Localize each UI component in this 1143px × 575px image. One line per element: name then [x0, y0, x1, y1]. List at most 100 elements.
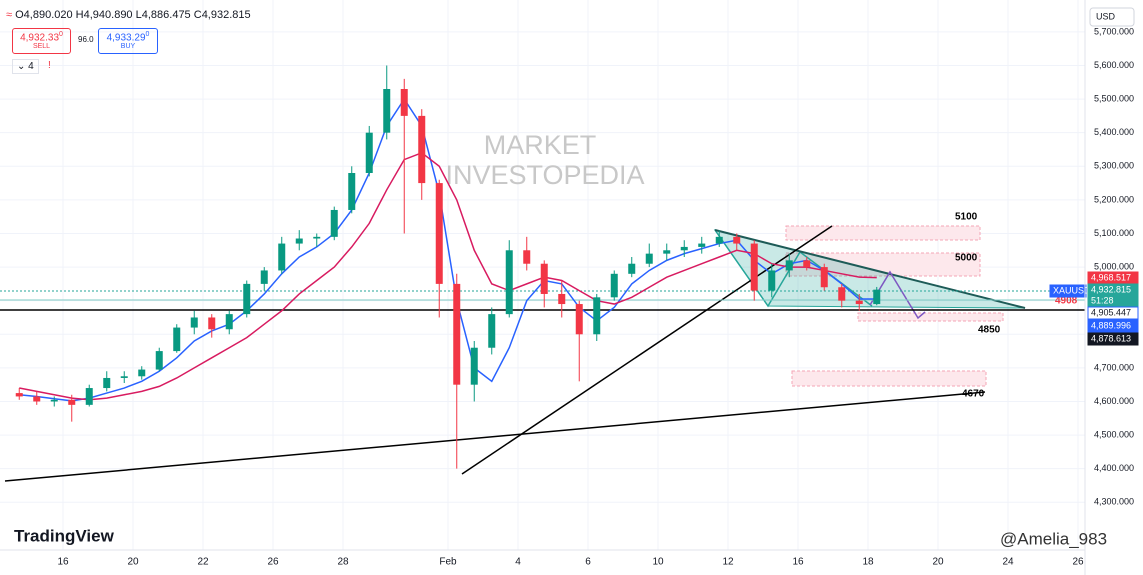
candle-body — [435, 183, 443, 284]
candle-body — [733, 236, 741, 244]
low: L4,886.475 — [135, 9, 191, 21]
candle-body — [838, 287, 846, 301]
y-tick-label: 5,700.000 — [1094, 26, 1134, 36]
candle-body — [190, 317, 198, 328]
candle-body — [348, 173, 356, 210]
candle-body — [855, 300, 863, 305]
y-tick-label: 4,700.000 — [1094, 362, 1134, 372]
zone — [857, 312, 1004, 322]
spread: 96.0 — [78, 35, 94, 44]
price-tag: 4,878.613 — [1091, 333, 1131, 343]
drawings — [0, 225, 1085, 482]
price-tag: 4,932.815 — [1091, 284, 1131, 294]
candle-body — [295, 238, 303, 244]
open: O4,890.020 — [15, 9, 73, 21]
y-tick-label: 4,400.000 — [1094, 463, 1134, 473]
candle-body — [663, 250, 671, 254]
candle-body — [33, 396, 41, 402]
candle-body — [523, 250, 531, 264]
candle-body — [173, 327, 181, 352]
y-tick-label: 5,300.000 — [1094, 161, 1134, 171]
candle-body — [628, 263, 636, 274]
candle-body — [208, 317, 216, 330]
price-tag: XAUUSD — [1053, 285, 1091, 295]
buy-button[interactable]: 4,933.290 BUY — [98, 28, 158, 54]
y-tick-label: 5,200.000 — [1094, 194, 1134, 204]
candle-body — [505, 250, 513, 315]
buy-sup: 0 — [145, 31, 150, 38]
price-tag-bg — [1087, 332, 1139, 346]
sell-label: SELL — [32, 43, 51, 51]
candle-body — [330, 209, 338, 237]
x-tick-label: 4 — [515, 557, 521, 568]
candle-body — [243, 283, 251, 315]
x-tick-label: 6 — [585, 557, 591, 568]
buy-label: BUY — [120, 43, 136, 51]
x-tick-label: 10 — [652, 557, 664, 568]
currency-box[interactable] — [1089, 7, 1135, 27]
sell-button[interactable]: 4,932.330 SELL — [12, 28, 71, 54]
alert-icon: ! — [48, 60, 51, 71]
candle-body — [138, 369, 146, 377]
candle-body — [610, 273, 618, 298]
close: C4,932.815 — [193, 9, 251, 21]
candle-body — [155, 351, 163, 370]
price-tag-bg — [1087, 319, 1139, 333]
candle-body — [488, 314, 496, 348]
x-tick-label: 18 — [862, 557, 874, 568]
x-tick-label: 24 — [1002, 557, 1014, 568]
y-tick-label: 4,300.000 — [1094, 497, 1134, 507]
trendline — [4, 391, 986, 482]
indicator-count: 4 — [28, 61, 34, 72]
x-tick-label: 20 — [127, 557, 139, 568]
candle-body — [120, 376, 128, 378]
watermark: INVESTOPEDIA — [445, 160, 644, 190]
candle-body — [803, 260, 811, 268]
branding: TradingView — [14, 526, 115, 545]
x-tick-label: 28 — [337, 557, 349, 568]
currency[interactable]: USD — [1096, 11, 1116, 21]
annotation: 5100 — [955, 212, 978, 223]
candle-body — [715, 236, 723, 244]
ohlc: ≈ O4,890.020 H4,940.890 L4,886.475 C4,93… — [6, 9, 251, 21]
watermark: MARKET — [484, 130, 597, 160]
price-tag-bg — [1049, 284, 1087, 298]
candle-body — [575, 304, 583, 335]
sell-sup: 0 — [59, 31, 63, 38]
price-tag: 51:28 — [1091, 295, 1114, 305]
price-tag-bg — [1087, 306, 1139, 320]
candle-body — [540, 263, 548, 294]
candle-body — [418, 115, 426, 184]
candle-body — [593, 297, 601, 335]
candle-body — [558, 293, 566, 305]
candle-body — [750, 243, 758, 291]
y-tick-label: 5,600.000 — [1094, 60, 1134, 70]
y-tick-label: 5,000.000 — [1094, 261, 1134, 271]
x-tick-label: 12 — [722, 557, 734, 568]
price-tag: 4,905.447 — [1091, 307, 1131, 317]
y-tick-label: 5,400.000 — [1094, 127, 1134, 137]
candle-body — [85, 388, 93, 405]
candle-body — [15, 393, 23, 397]
high: H4,940.890 — [75, 9, 133, 21]
candle-body — [470, 347, 478, 385]
x-tick-label: 26 — [267, 557, 279, 568]
candle-body — [768, 270, 776, 291]
candle-body — [698, 243, 706, 247]
candle-body — [68, 399, 76, 405]
candle-body — [873, 289, 881, 305]
x-tick-label: 26 — [1072, 557, 1084, 568]
x-tick-label: 16 — [792, 557, 804, 568]
indicator-toggle[interactable]: ⌄ 4 — [12, 59, 39, 74]
buy-price: 4,933.29 — [106, 32, 146, 44]
y-tick-label: 4,600.000 — [1094, 396, 1134, 406]
candle-body — [645, 253, 653, 264]
candle-body — [278, 243, 286, 271]
price-tag: 4,889.996 — [1091, 320, 1131, 330]
x-tick-label: 22 — [197, 557, 209, 568]
marks: 5,700.000 5,600.000 5,500.000 5,400.000 5,30… — [15, 26, 1134, 568]
candle-body — [103, 377, 111, 389]
y-tick-label: 5,500.000 — [1094, 93, 1134, 103]
